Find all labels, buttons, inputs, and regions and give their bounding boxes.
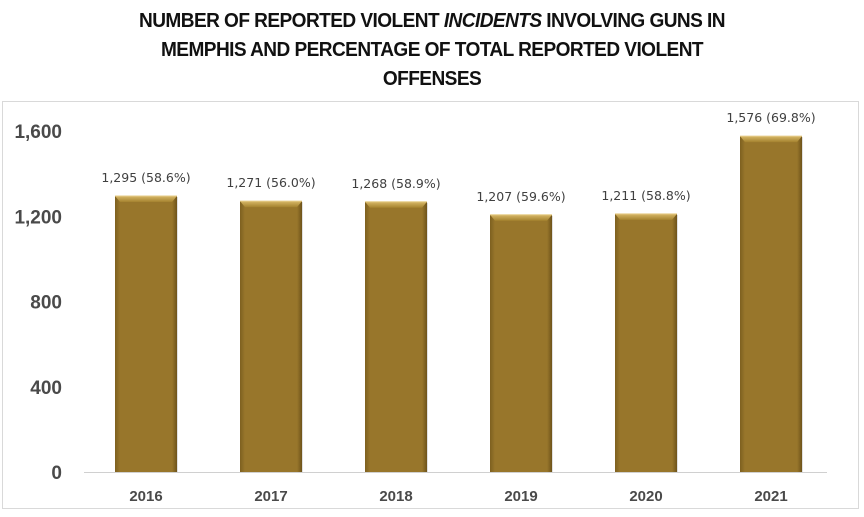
title-text: MEMPHIS AND PERCENTAGE OF TOTAL REPORTED…	[160, 38, 704, 61]
title-emphasis: INCIDENTS	[443, 9, 542, 32]
bar-bevel	[615, 213, 677, 220]
bar-2020	[615, 213, 678, 473]
data-labels: 1,295 (58.6%) 1,271 (56.0%) 1,268 (58.9%) 1…	[101, 110, 815, 204]
x-axis: 2016 2017 2018 2019 2020 2021	[129, 488, 787, 505]
title-text: NUMBER OF REPORTED VIOLENT	[138, 9, 444, 32]
bars	[115, 135, 803, 474]
bar-2016	[115, 195, 178, 474]
x-tick-label: 2020	[629, 488, 662, 505]
title-text: OFFENSES	[382, 67, 482, 90]
bar-2019	[490, 214, 553, 473]
data-label: 1,271 (56.0%)	[226, 175, 315, 190]
x-tick-label: 2019	[504, 488, 537, 505]
bar	[115, 196, 177, 473]
bar	[365, 201, 427, 472]
y-tick-label: 1,200	[14, 207, 62, 228]
bar	[240, 201, 302, 473]
title-text: INVOLVING GUNS IN	[541, 9, 725, 32]
x-tick-label: 2021	[754, 488, 787, 505]
bar	[490, 214, 552, 472]
data-label: 1,268 (58.9%)	[351, 176, 440, 191]
x-tick-label: 2018	[379, 488, 412, 505]
data-label: 1,295 (58.6%)	[101, 170, 190, 185]
y-tick-label: 1,600	[14, 122, 62, 143]
bar-2018	[365, 201, 428, 473]
x-tick-label: 2017	[254, 488, 287, 505]
chart-title: NUMBER OF REPORTED VIOLENT INCIDENTS INV…	[30, 6, 834, 93]
y-tick-label: 800	[30, 293, 62, 314]
bar	[740, 136, 802, 473]
bar-2017	[240, 200, 303, 474]
y-tick-label: 400	[30, 378, 62, 399]
bar-bevel	[365, 201, 427, 208]
x-tick-label: 2016	[129, 488, 162, 505]
bar-bevel	[490, 214, 552, 221]
bar-bevel	[115, 196, 177, 203]
bar-bevel	[740, 136, 802, 143]
bar	[615, 213, 677, 472]
bar-bevel	[240, 201, 302, 208]
chart-frame	[2, 101, 859, 509]
data-label: 1,211 (58.8%)	[601, 188, 690, 203]
y-axis: 0 400 800 1,200 1,600	[14, 122, 62, 484]
y-tick-label: 0	[51, 463, 62, 484]
bar-2021	[740, 135, 803, 474]
data-label: 1,576 (69.8%)	[726, 110, 815, 125]
data-label: 1,207 (59.6%)	[476, 189, 565, 204]
